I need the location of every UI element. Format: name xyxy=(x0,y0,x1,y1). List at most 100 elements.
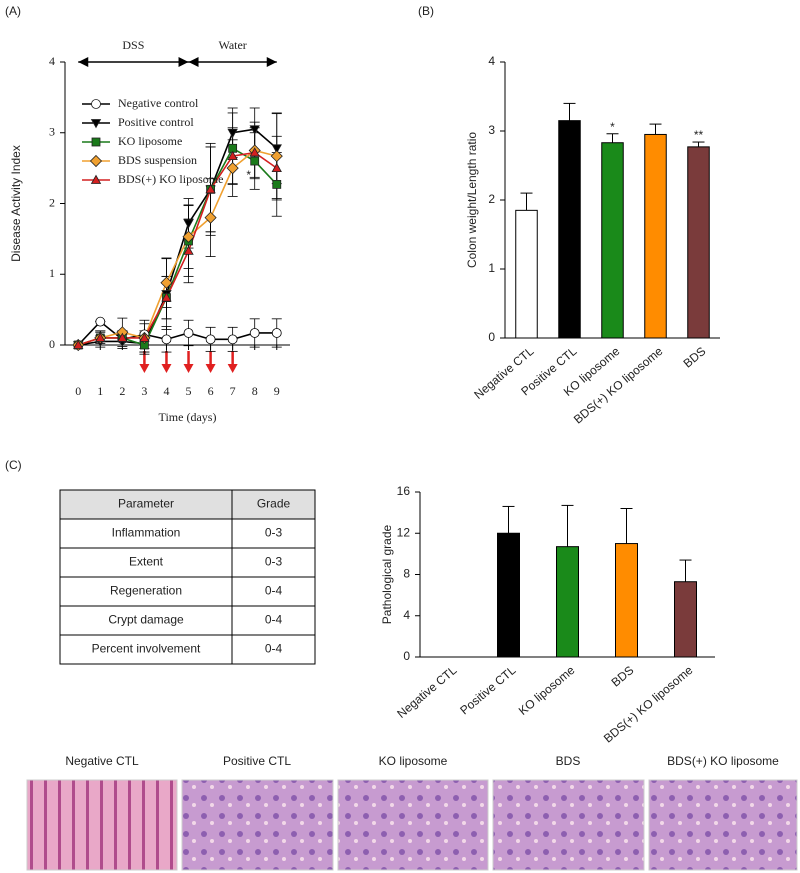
marker xyxy=(271,144,282,154)
panel-label: (A) xyxy=(5,4,21,18)
bar xyxy=(687,146,710,339)
x-tick-label: BDS xyxy=(609,663,637,690)
legend-marker xyxy=(91,137,101,147)
histology-image xyxy=(648,779,798,871)
table-cell xyxy=(231,547,316,578)
table-cell xyxy=(59,518,233,549)
table-cell-text: 0-3 xyxy=(265,555,283,569)
histology-label: Negative CTL xyxy=(65,754,139,768)
x-tick-label: 1 xyxy=(97,384,103,398)
legend-label: Positive control xyxy=(118,115,194,129)
marker xyxy=(249,125,260,135)
annotation: * xyxy=(246,168,251,182)
bar xyxy=(615,543,638,658)
legend-marker xyxy=(91,99,101,109)
legend-label: KO liposome xyxy=(118,134,182,148)
table-cell-text: 0-3 xyxy=(265,526,283,540)
y-tick-label: 1 xyxy=(49,266,55,280)
y-axis-label: Pathological grade xyxy=(380,524,394,624)
x-axis-label: Time (days) xyxy=(159,410,217,424)
treatment-arrowhead xyxy=(183,364,194,373)
y-tick-label: 0 xyxy=(488,330,495,344)
marker xyxy=(160,276,173,289)
histology-label: Positive CTL xyxy=(223,754,291,768)
bar xyxy=(644,133,667,339)
marker xyxy=(270,150,283,163)
x-tick-label: 7 xyxy=(230,384,236,398)
marker xyxy=(95,332,106,342)
histology-image xyxy=(337,779,489,871)
histology-row: Negative CTL Positive CTL KO liposome BDS BD… xyxy=(26,754,798,871)
phase-arrowhead xyxy=(178,57,189,67)
parameter-table: Parameter Grade Inflammation 0-3 Extent 0-3 Re… xyxy=(59,489,316,665)
treatment-arrowhead xyxy=(139,364,150,373)
phase-arrowhead xyxy=(266,57,277,67)
table-cell-text: Crypt damage xyxy=(108,613,184,627)
marker xyxy=(272,179,282,189)
bar xyxy=(601,142,624,339)
marker xyxy=(249,147,260,157)
y-tick-label: 4 xyxy=(488,54,495,68)
marker xyxy=(205,334,216,345)
marker xyxy=(183,328,194,338)
x-tick-label: 9 xyxy=(274,384,280,398)
y-tick-label: 2 xyxy=(49,195,55,209)
series-line xyxy=(77,149,277,346)
y-tick-label: 16 xyxy=(397,484,411,498)
marker xyxy=(182,230,195,243)
phase-arrowhead xyxy=(188,57,199,67)
x-tick-label: 6 xyxy=(208,384,214,398)
y-tick-label: 4 xyxy=(403,608,410,622)
significance-mark: * xyxy=(610,120,615,134)
x-tick-label: 5 xyxy=(186,384,192,398)
histology-image xyxy=(492,779,645,871)
marker xyxy=(250,156,260,166)
x-tick-label: 2 xyxy=(119,384,125,398)
bar xyxy=(674,581,697,658)
histology-label: BDS xyxy=(556,754,581,768)
y-tick-label: 12 xyxy=(397,525,411,539)
treatment-arrowhead xyxy=(161,364,172,373)
x-tick-label: BDS xyxy=(681,344,709,371)
marker xyxy=(95,316,106,327)
marker xyxy=(271,328,282,338)
x-tick-label: Negative CTL xyxy=(394,663,459,721)
table-cell-text: Percent involvement xyxy=(92,642,201,656)
legend-label: BDS(+) KO liposome xyxy=(118,172,223,186)
table-cell xyxy=(231,576,316,607)
series-line xyxy=(77,151,278,346)
x-tick-label: Positive CTL xyxy=(457,663,518,718)
y-tick-label: 0 xyxy=(403,649,410,663)
table-header-cell xyxy=(59,489,233,520)
histology-label: BDS(+) KO liposome xyxy=(667,754,779,768)
legend-marker xyxy=(90,119,102,129)
table-header-text: Parameter xyxy=(118,497,174,511)
marker xyxy=(226,162,239,175)
marker xyxy=(117,332,128,342)
legend-label: Negative control xyxy=(118,96,199,110)
legend-marker xyxy=(90,174,102,184)
y-tick-label: 0 xyxy=(49,337,55,351)
legend-label: BDS suspension xyxy=(118,153,197,167)
y-axis-label: Disease Activity Index xyxy=(9,145,23,262)
table-cell-text: 0-4 xyxy=(265,584,283,598)
y-tick-label: 3 xyxy=(49,125,55,139)
marker xyxy=(204,211,217,224)
marker xyxy=(183,245,194,255)
histology-image xyxy=(26,779,178,871)
table-header-text: Grade xyxy=(257,497,291,511)
bar xyxy=(515,209,538,339)
table-cell-text: Extent xyxy=(129,555,164,569)
histology-label: KO liposome xyxy=(379,754,448,768)
phase-label: DSS xyxy=(122,38,144,52)
bar xyxy=(556,546,579,658)
bar xyxy=(497,532,520,658)
phase-arrowhead xyxy=(78,57,89,67)
legend-marker xyxy=(89,154,103,168)
y-tick-label: 4 xyxy=(49,54,55,68)
y-tick-label: 8 xyxy=(403,567,410,581)
marker xyxy=(227,334,238,345)
marker xyxy=(161,292,172,302)
histology-image xyxy=(181,779,334,871)
